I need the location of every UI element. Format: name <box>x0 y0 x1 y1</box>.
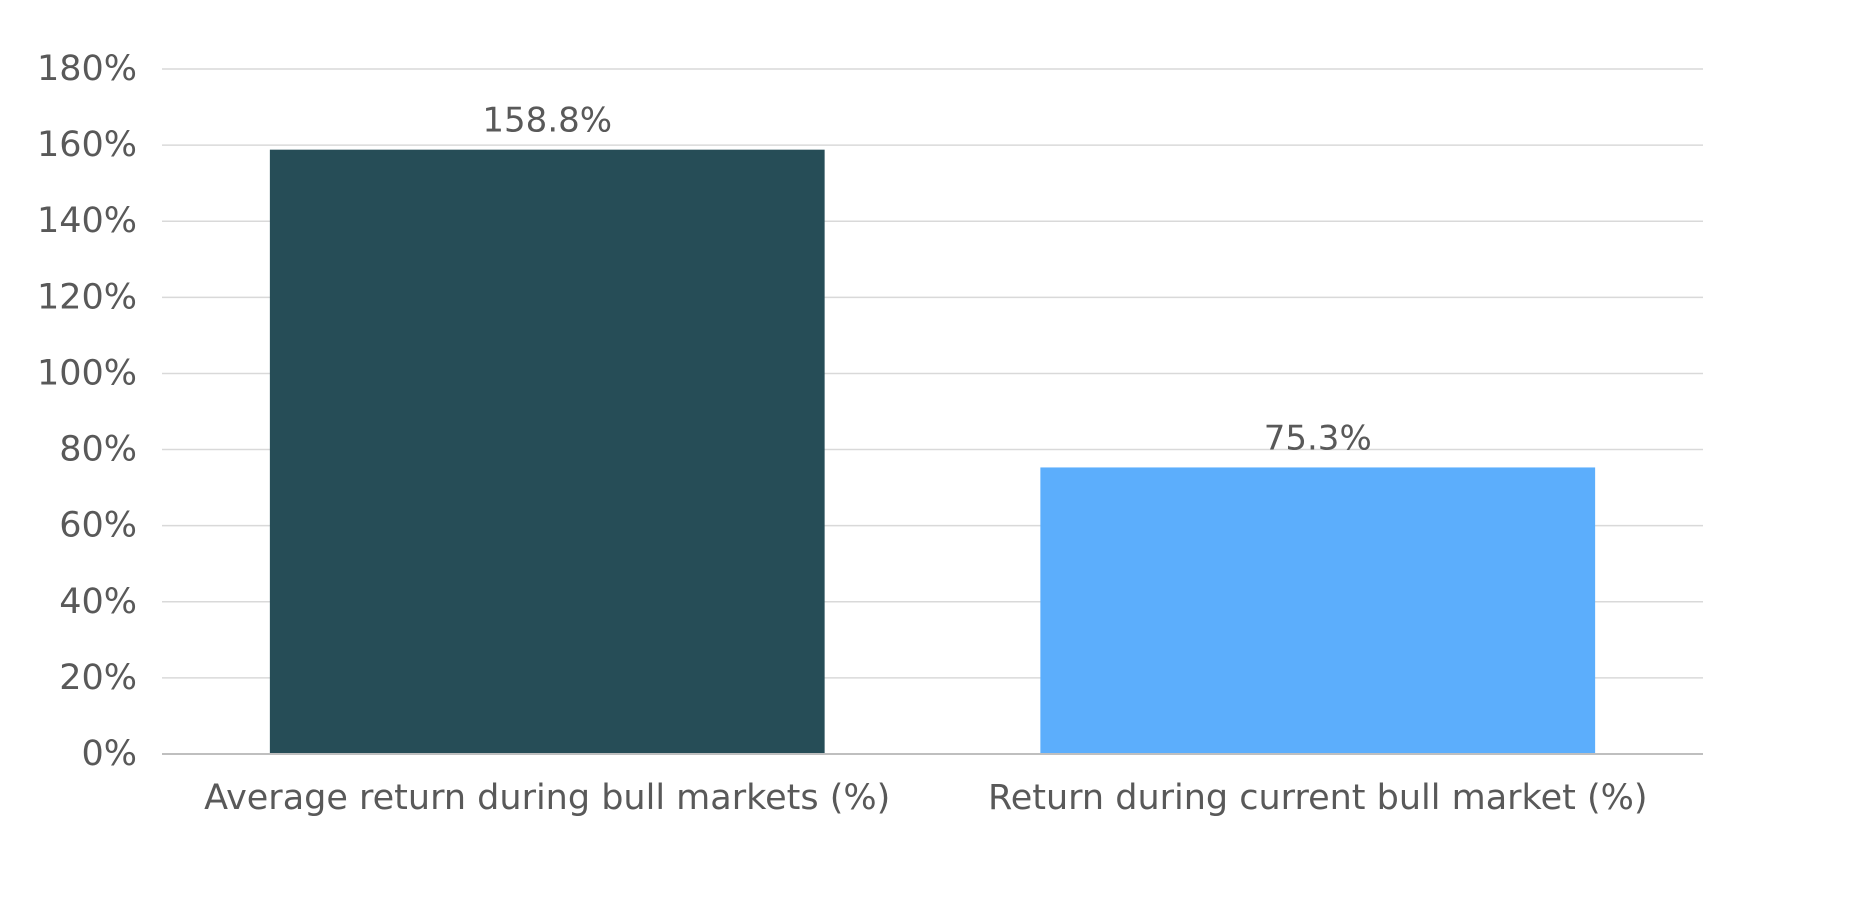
y-tick-label: 0% <box>81 734 137 774</box>
y-tick-label: 20% <box>59 658 137 698</box>
x-axis-category-labels: Average return during bull markets (%) Re… <box>204 778 1647 818</box>
data-label: 158.8% <box>482 101 612 141</box>
category-label: Return during current bull market (%) <box>988 778 1648 818</box>
y-tick-label: 100% <box>37 353 137 393</box>
bar <box>269 149 825 754</box>
category-label: Average return during bull markets (%) <box>204 778 890 818</box>
y-tick-label: 120% <box>37 277 137 317</box>
y-tick-label: 60% <box>59 506 137 546</box>
y-tick-label: 80% <box>59 430 137 470</box>
data-labels: 158.8% 75.3% <box>482 101 1371 459</box>
y-tick-label: 180% <box>37 49 137 89</box>
data-label: 75.3% <box>1264 418 1372 458</box>
y-axis-tick-labels: 0% 20% 40% 60% 80% 100% 120% 140% 160% 180% <box>37 49 137 774</box>
y-tick-label: 140% <box>37 201 137 241</box>
y-tick-label: 160% <box>37 125 137 165</box>
bars <box>269 149 1596 754</box>
y-tick-label: 40% <box>59 582 137 622</box>
bar <box>1040 467 1596 754</box>
